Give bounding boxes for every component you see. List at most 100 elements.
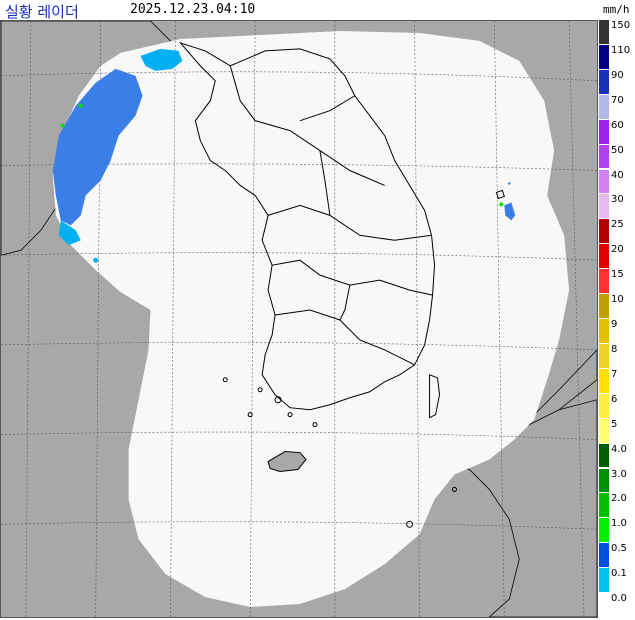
legend-entry: 150	[599, 20, 635, 45]
echo-north	[140, 48, 183, 71]
legend-label: 8	[611, 343, 618, 355]
echo-east-sea-cell	[499, 202, 504, 207]
echo-west-sea	[52, 68, 143, 226]
legend-swatch	[599, 94, 609, 120]
legend-label: 0.5	[611, 543, 627, 555]
legend-entry: 15	[599, 269, 635, 295]
legend-swatch	[599, 593, 609, 618]
legend-label: 25	[611, 219, 624, 231]
islands	[222, 189, 505, 528]
legend-swatch	[599, 144, 609, 170]
legend-label: 7	[611, 368, 618, 380]
legend-label: 3.0	[611, 468, 627, 480]
legend-label: 0.1	[611, 568, 627, 580]
legend-label: 2.0	[611, 493, 627, 505]
inland-border-2	[267, 204, 432, 241]
legend-label: 30	[611, 194, 624, 206]
legend-label: 70	[611, 94, 624, 106]
precipitation-unit: mm/h	[603, 3, 630, 16]
legend-swatch	[599, 244, 609, 270]
jeju-island	[267, 451, 307, 472]
legend-swatch	[599, 443, 609, 469]
echo-light-cell	[60, 123, 65, 128]
legend-entry: 3.0	[599, 468, 635, 494]
legend-label: 150	[611, 20, 631, 31]
inland-border-7	[299, 95, 356, 122]
legend-swatch	[599, 493, 609, 519]
legend-entry: 0.1	[599, 568, 635, 594]
inland-border-5	[319, 150, 331, 216]
legend-label: 15	[611, 269, 624, 281]
legend-entry: 50	[599, 144, 635, 170]
legend-label: 5	[611, 418, 618, 430]
legend-entry: 8	[599, 343, 635, 369]
legend-swatch	[599, 119, 609, 145]
legend-swatch	[599, 269, 609, 295]
observation-timestamp: 2025.12.23.04:10	[130, 2, 256, 17]
legend-label: 4.0	[611, 443, 627, 455]
legend-entry: 25	[599, 219, 635, 245]
legend-entry: 1.0	[599, 518, 635, 544]
legend-entry: 7	[599, 368, 635, 394]
legend-label: 60	[611, 119, 624, 131]
echo-light-cell	[78, 103, 83, 108]
legend-entry: 4.0	[599, 443, 635, 469]
precipitation-echoes	[52, 48, 516, 263]
legend-entry: 110	[599, 44, 635, 70]
inland-border-6	[339, 285, 351, 321]
inland-border-4	[275, 309, 415, 366]
legend-label: 10	[611, 294, 624, 306]
legend-label: 50	[611, 144, 624, 156]
legend-swatch	[599, 69, 609, 95]
radar-map[interactable]	[0, 20, 598, 618]
legend-entry: 6	[599, 393, 635, 419]
legend-entry: 90	[599, 69, 635, 95]
legend-label: 40	[611, 169, 624, 181]
legend-label: 6	[611, 393, 618, 405]
legend-entry: 2.0	[599, 493, 635, 519]
legend-entry: 10	[599, 294, 635, 319]
legend-entry: 30	[599, 194, 635, 220]
legend-label: 20	[611, 244, 624, 256]
legend-entry: 5	[599, 418, 635, 444]
legend-label: 9	[611, 319, 618, 330]
legend-swatch	[599, 169, 609, 195]
echo-light-cell	[93, 257, 99, 263]
legend-label: 90	[611, 69, 624, 81]
legend-swatch	[599, 393, 609, 419]
legend-swatch	[599, 518, 609, 544]
legend-swatch	[599, 368, 609, 394]
header-bar: 실황 레이더 2025.12.23.04:10 mm/h	[0, 0, 630, 21]
echo-east-sea	[504, 202, 516, 221]
legend-swatch	[599, 468, 609, 494]
legend-swatch	[599, 343, 609, 369]
radar-coverage-area	[52, 30, 570, 608]
legend-label: 0.0	[611, 593, 627, 605]
legend-swatch	[599, 294, 609, 319]
legend-label: 1.0	[611, 518, 627, 530]
page-title: 실황 레이더	[5, 3, 79, 21]
legend-entry: 0.5	[599, 543, 635, 569]
legend-swatch	[599, 568, 609, 594]
legend-entry: 40	[599, 169, 635, 195]
legend-label: 110	[611, 44, 631, 56]
legend-swatch	[599, 319, 609, 344]
legend-swatch	[599, 418, 609, 444]
legend-entry: 60	[599, 119, 635, 145]
inland-border-1	[229, 65, 385, 186]
legend-entry: 9	[599, 319, 635, 344]
legend-swatch	[599, 194, 609, 220]
legend-entry: 0.0	[599, 593, 635, 618]
legend-entry: 70	[599, 94, 635, 120]
tsushima	[429, 374, 441, 419]
legend-swatch	[599, 543, 609, 569]
echo-east-sea-cell	[508, 182, 511, 185]
echo-west-sea-edge	[58, 220, 81, 246]
legend-swatch	[599, 20, 609, 45]
legend-swatch	[599, 44, 609, 70]
ulleungdo	[495, 189, 505, 200]
legend-entry: 20	[599, 244, 635, 270]
korean-peninsula	[178, 41, 436, 411]
legend-swatch	[599, 219, 609, 245]
precipitation-legend: 150 110 90 70 60 50 40 30 25 20 15 10 9 8 7 6 5 4.0 3.0 2.0…	[599, 20, 635, 618]
